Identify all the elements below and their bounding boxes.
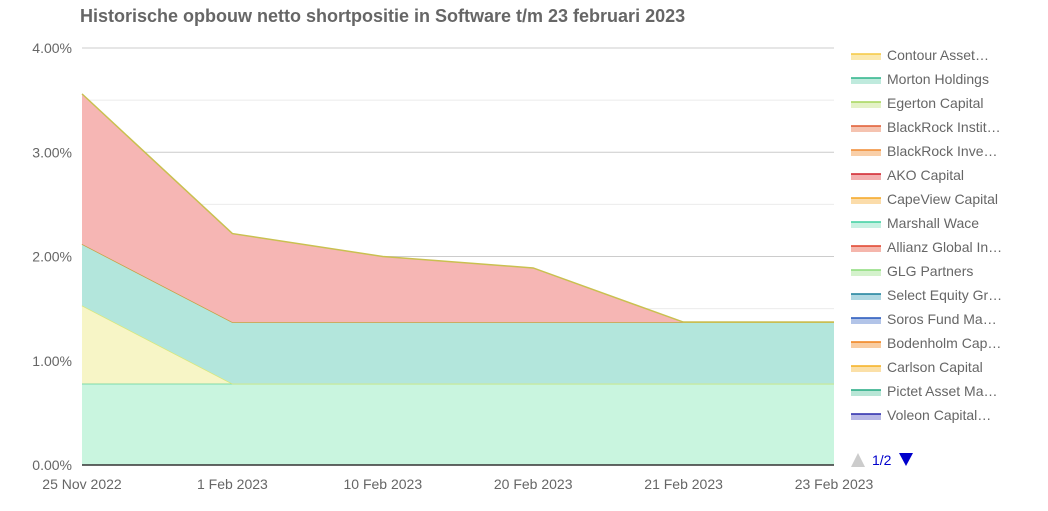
legend-label: Pictet Asset Ma… xyxy=(887,383,997,399)
legend-item[interactable]: Allianz Global In… xyxy=(851,239,1002,255)
legend-swatch xyxy=(851,78,881,84)
legend-swatch xyxy=(851,366,881,372)
legend-swatch xyxy=(851,294,881,300)
legend-swatch xyxy=(851,126,881,132)
legend-item[interactable]: Soros Fund Ma… xyxy=(851,311,997,327)
legend-label: Morton Holdings xyxy=(887,71,989,87)
series-line xyxy=(81,93,834,323)
legend-label: Voleon Capital… xyxy=(887,407,991,423)
y-tick-label: 2.00% xyxy=(32,249,72,265)
y-tick-label: 4.00% xyxy=(32,40,72,56)
x-tick-label: 1 Feb 2023 xyxy=(197,476,268,492)
legend-item[interactable]: BlackRock Instit… xyxy=(851,119,1001,135)
legend-label: Allianz Global In… xyxy=(887,239,1002,255)
legend-swatch xyxy=(851,102,881,108)
y-tick-label: 0.00% xyxy=(32,457,72,473)
area-morton-holdings xyxy=(82,243,834,384)
chart-title: Historische opbouw netto shortpositie in… xyxy=(80,6,686,26)
legend-swatch xyxy=(851,54,881,60)
legend-item[interactable]: Marshall Wace xyxy=(851,215,979,231)
legend-label: Soros Fund Ma… xyxy=(887,311,997,327)
legend-label: Bodenholm Cap… xyxy=(887,335,1001,351)
area-egerton-capital xyxy=(82,305,834,384)
legend-label: Contour Asset… xyxy=(887,47,989,63)
legend-item[interactable]: GLG Partners xyxy=(851,263,973,279)
legend-swatch xyxy=(851,198,881,204)
legend-item[interactable]: CapeView Capital xyxy=(851,191,998,207)
legend-swatch xyxy=(851,270,881,276)
x-tick-label: 23 Feb 2023 xyxy=(795,476,874,492)
legend-item[interactable]: Carlson Capital xyxy=(851,359,983,375)
legend-label: Egerton Capital xyxy=(887,95,984,111)
legend-item[interactable]: Pictet Asset Ma… xyxy=(851,383,997,399)
x-tick-label: 25 Nov 2022 xyxy=(42,476,122,492)
legend-item[interactable]: Bodenholm Cap… xyxy=(851,335,1001,351)
legend-swatch xyxy=(851,150,881,156)
legend-swatch xyxy=(851,342,881,348)
legend-item[interactable]: AKO Capital xyxy=(851,167,964,183)
x-tick-label: 20 Feb 2023 xyxy=(494,476,573,492)
legend-label: BlackRock Instit… xyxy=(887,119,1001,135)
x-tick-label: 21 Feb 2023 xyxy=(644,476,723,492)
legend-swatch xyxy=(851,318,881,324)
legend-label: Select Equity Gr… xyxy=(887,287,1002,303)
y-tick-label: 3.00% xyxy=(32,144,72,160)
legend-swatch xyxy=(851,222,881,228)
x-tick-label: 10 Feb 2023 xyxy=(343,476,422,492)
legend-item[interactable]: Voleon Capital… xyxy=(851,407,991,423)
legend-item[interactable]: Contour Asset… xyxy=(851,47,989,63)
page-up-icon[interactable] xyxy=(851,453,865,467)
legend-label: BlackRock Inve… xyxy=(887,143,997,159)
legend-label: CapeView Capital xyxy=(887,191,998,207)
legend-label: Carlson Capital xyxy=(887,359,983,375)
legend-label: GLG Partners xyxy=(887,263,973,279)
legend-label: AKO Capital xyxy=(887,167,964,183)
legend-swatch xyxy=(851,174,881,180)
legend-label: Marshall Wace xyxy=(887,215,979,231)
legend: Contour Asset… Morton Holdings Egerton Cap… xyxy=(851,47,1002,423)
legend-item[interactable]: Egerton Capital xyxy=(851,95,984,111)
legend-swatch xyxy=(851,390,881,396)
area-marshall-wace xyxy=(82,383,834,465)
legend-item[interactable]: Select Equity Gr… xyxy=(851,287,1002,303)
legend-item[interactable]: Morton Holdings xyxy=(851,71,989,87)
page-down-icon[interactable] xyxy=(899,453,913,466)
area-ako-capital xyxy=(82,93,834,323)
legend-swatch xyxy=(851,246,881,252)
legend-item[interactable]: BlackRock Inve… xyxy=(851,143,997,159)
legend-swatch xyxy=(851,414,881,420)
legend-page-indicator: 1/2 xyxy=(872,452,892,468)
y-tick-label: 1.00% xyxy=(32,353,72,369)
